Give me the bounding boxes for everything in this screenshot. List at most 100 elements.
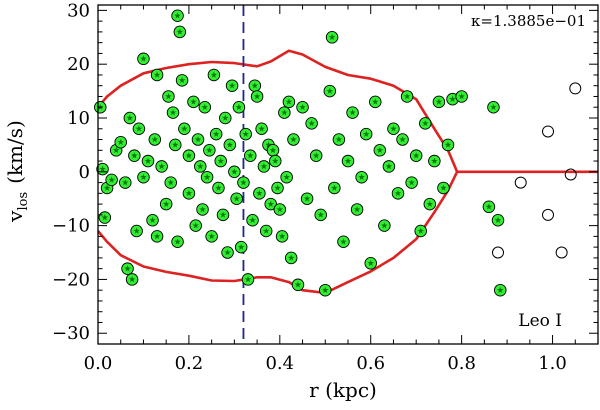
member-point-star [258,125,265,132]
member-point-star [285,98,293,105]
member-point-star [151,136,159,143]
member-point-star [494,216,502,223]
member-point [214,154,227,168]
member-point [221,246,234,259]
member-point [400,90,414,103]
member-point [248,79,262,92]
member-point [482,200,496,214]
member-point-star [358,173,365,180]
member-point-star [276,206,284,213]
member-point-star [240,179,247,186]
member-point-star [322,286,329,293]
nonmember-point [514,176,527,189]
member-point-star [265,141,272,148]
member-point [437,181,450,195]
member-point [282,95,296,109]
member-point-star [278,232,286,240]
member-point-star [149,216,156,223]
member-point [491,213,505,227]
member-point [171,235,184,249]
member-point [432,95,446,109]
member-point-star [267,200,274,207]
member-point [159,197,173,211]
member-point-star [440,184,447,191]
member-point [328,181,341,195]
member-point-star [122,179,129,186]
member-point [271,181,284,195]
member-point [219,111,232,125]
member-point-star [215,184,222,191]
member-point [216,208,230,222]
member-point-star [201,103,209,110]
member-point-star [153,232,161,240]
member-point [225,79,239,92]
y-axis-label-subscript: los [16,192,31,211]
member-point-star [249,216,256,223]
member-point [209,127,223,141]
member-point [232,100,246,114]
member-point [255,122,268,136]
member-point-star [251,82,259,89]
member-point-star [328,33,336,41]
member-point-star [399,136,406,143]
member-point [291,278,305,292]
y-axis-label: vlos (km/s) [3,120,31,223]
member-point [287,133,300,146]
member-point [148,133,162,146]
nonmember-point [492,246,504,259]
member-point [278,106,291,119]
member-point [203,144,216,157]
member-point [359,127,373,141]
member-point-star [181,125,188,132]
member-point-star [426,200,434,207]
member-point-star [403,93,411,100]
member-point-star [274,184,281,191]
member-point-star [287,254,295,261]
member-point-star [192,222,199,229]
member-point-star [126,114,134,121]
member-point [200,170,214,184]
member-point-star [417,227,424,234]
member-point-star [131,152,138,159]
member-point-star [178,76,186,84]
member-point [300,192,314,205]
member-point [369,95,382,109]
member-point-star [153,71,161,78]
member-point [130,224,143,238]
member-point-star [294,281,302,288]
member-point-star [128,276,136,283]
member-point-star [99,165,106,172]
member-point [237,176,250,189]
member-point-star [217,157,224,164]
member-point-star [210,71,218,78]
member-point-star [272,157,279,164]
nonmember-point [569,82,582,95]
member-point-star [485,203,493,210]
member-point-star [194,136,202,143]
member-point-star [235,103,243,110]
member-point [275,230,289,243]
member-point [396,133,409,146]
member-point [337,235,350,249]
member-point [414,224,427,238]
x-tick-label: 0.2 [175,353,204,374]
x-tick-label: 0.6 [356,353,385,374]
member-point-star [367,259,374,267]
member-point-star [228,82,236,89]
y-axis-label-main: v [3,210,27,223]
member-point [382,160,396,173]
member-point [325,31,339,44]
member-point [387,122,400,136]
member-point [169,138,182,152]
member-point-star [362,130,370,137]
member-point-star [317,211,324,218]
member-point-star [124,265,131,272]
member-point [355,170,368,184]
member-point-star [303,195,311,202]
member-point [98,211,112,224]
member-point-star [290,136,297,143]
member-point-star [206,146,213,154]
member-point-star [158,163,165,170]
member-point [114,135,127,149]
member-point-star [299,103,306,110]
